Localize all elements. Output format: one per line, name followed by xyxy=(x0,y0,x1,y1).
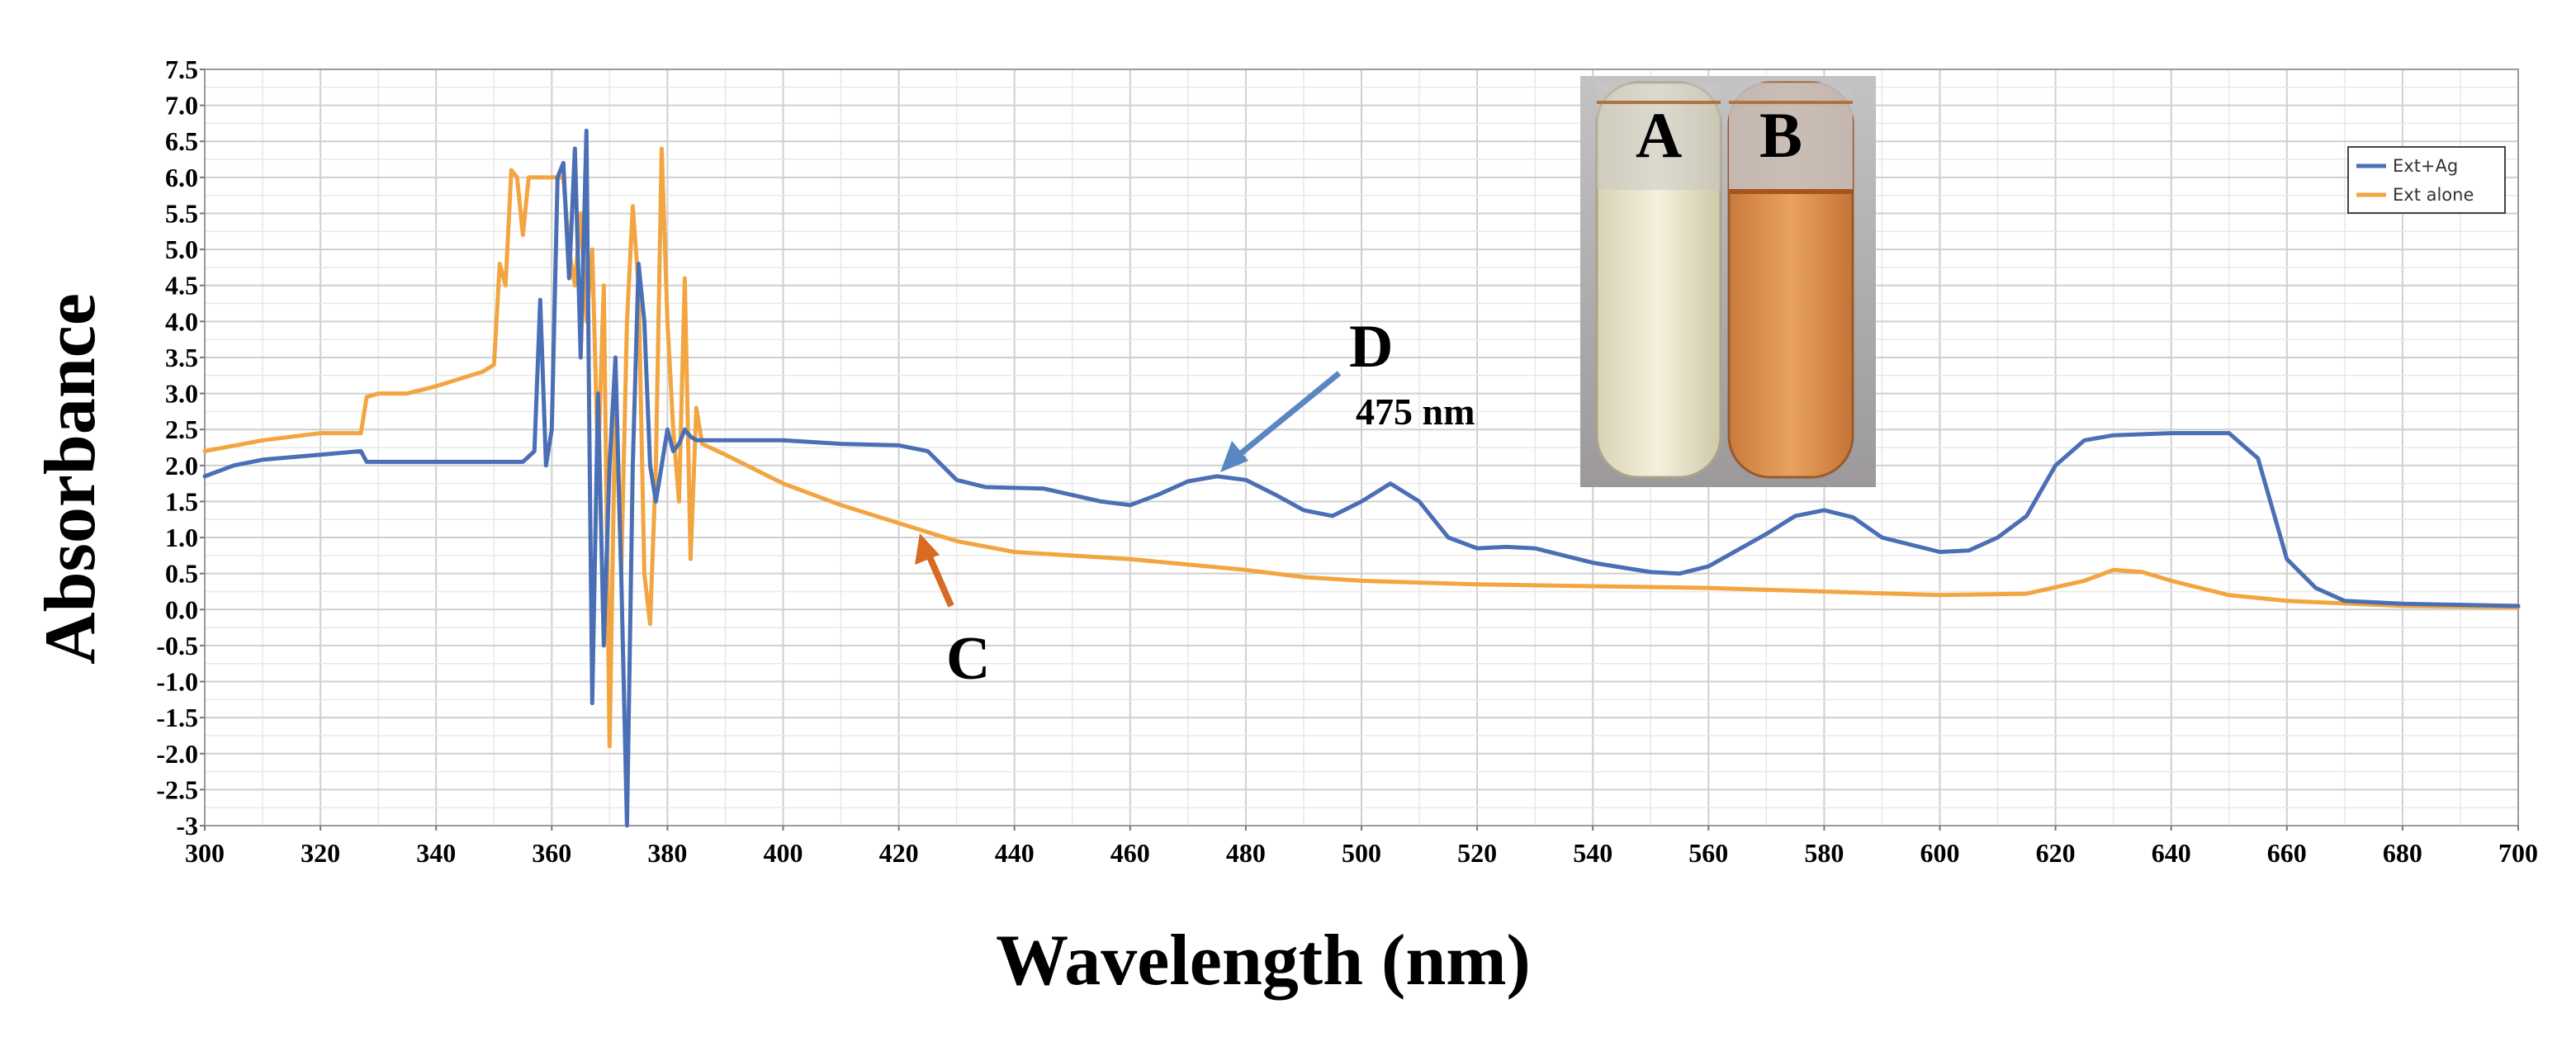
x-tick-label: 460 xyxy=(1110,838,1150,868)
y-tick-label: -2.0 xyxy=(156,739,198,769)
y-tick-label: 5.0 xyxy=(165,234,198,264)
x-tick-label: 680 xyxy=(2383,838,2422,868)
x-tick-label: 580 xyxy=(1804,838,1844,868)
x-tick-label: 380 xyxy=(647,838,687,868)
x-tick-label: 480 xyxy=(1226,838,1266,868)
y-tick-label: 0.5 xyxy=(165,559,198,589)
y-tick-label: 7.0 xyxy=(165,91,198,121)
legend-label-ext-ag: Ext+Ag xyxy=(2393,156,2458,176)
x-tick-label: 600 xyxy=(1920,838,1960,868)
y-tick-label: -1.5 xyxy=(156,703,198,732)
annotation-d-wavelength: 475 nm xyxy=(1356,391,1475,433)
y-tick-label: 7.5 xyxy=(165,54,198,84)
y-tick-label: 5.5 xyxy=(165,198,198,228)
x-tick-label: 560 xyxy=(1688,838,1728,868)
y-tick-label: 2.0 xyxy=(165,451,198,481)
chart-series xyxy=(202,128,2521,828)
x-tick-label: 660 xyxy=(2267,838,2307,868)
chart-grid xyxy=(204,69,2519,826)
x-tick-label: 520 xyxy=(1457,838,1497,868)
annotation-c-label: C xyxy=(946,625,990,693)
tube-a-label: A xyxy=(1636,99,1682,171)
y-tick-label: -2.5 xyxy=(156,774,198,804)
x-tick-label: 540 xyxy=(1573,838,1612,868)
y-tick-label: 3.5 xyxy=(165,343,198,372)
annotation-c: C xyxy=(915,533,990,693)
x-tick-label: 440 xyxy=(995,838,1035,868)
series-line-ext-ag xyxy=(202,128,2521,828)
x-tick-label: 640 xyxy=(2152,838,2191,868)
x-tick-label: 300 xyxy=(185,838,225,868)
y-tick-label: 6.5 xyxy=(165,126,198,156)
tube-b-label: B xyxy=(1759,99,1802,171)
y-tick-label: 2.5 xyxy=(165,414,198,444)
x-axis-title: Wavelength (nm) xyxy=(996,921,1531,1001)
x-tick-label: 700 xyxy=(2498,838,2538,868)
vials-photo: A B xyxy=(1580,76,1876,487)
x-tick-label: 360 xyxy=(532,838,571,868)
x-axis-ticks: 300 320 340 360 380 400 420 440 460 480 500 520 540 5… xyxy=(185,826,2538,868)
x-tick-label: 340 xyxy=(416,838,456,868)
x-tick-label: 620 xyxy=(2036,838,2076,868)
y-tick-label: 1.5 xyxy=(165,486,198,516)
y-tick-label: -0.5 xyxy=(156,631,198,661)
x-tick-label: 500 xyxy=(1342,838,1381,868)
y-tick-label: 4.0 xyxy=(165,306,198,336)
legend: Ext+Ag Ext alone xyxy=(2347,146,2506,214)
y-axis-ticks: 7.5 7.0 6.5 6.0 5.5 5.0 4.5 4.0 3.5 3.0 2.5 2.0 1.5 1… xyxy=(156,54,205,840)
annotation-d: D 475 nm xyxy=(1220,313,1475,472)
y-tick-label: -3 xyxy=(176,811,198,840)
y-tick-label: 1.0 xyxy=(165,523,198,552)
annotation-d-label: D xyxy=(1349,313,1393,381)
y-axis-title: Absorbance xyxy=(31,293,111,665)
y-tick-label: 3.0 xyxy=(165,379,198,409)
x-tick-label: 400 xyxy=(764,838,803,868)
y-tick-label: 6.0 xyxy=(165,163,198,192)
y-tick-label: -1.0 xyxy=(156,667,198,697)
x-tick-label: 320 xyxy=(301,838,340,868)
y-tick-label: 0.0 xyxy=(165,594,198,624)
y-tick-label: 4.5 xyxy=(165,271,198,301)
legend-label-ext-alone: Ext alone xyxy=(2393,185,2474,205)
series-line-ext-alone xyxy=(202,146,2521,749)
x-tick-label: 420 xyxy=(879,838,919,868)
